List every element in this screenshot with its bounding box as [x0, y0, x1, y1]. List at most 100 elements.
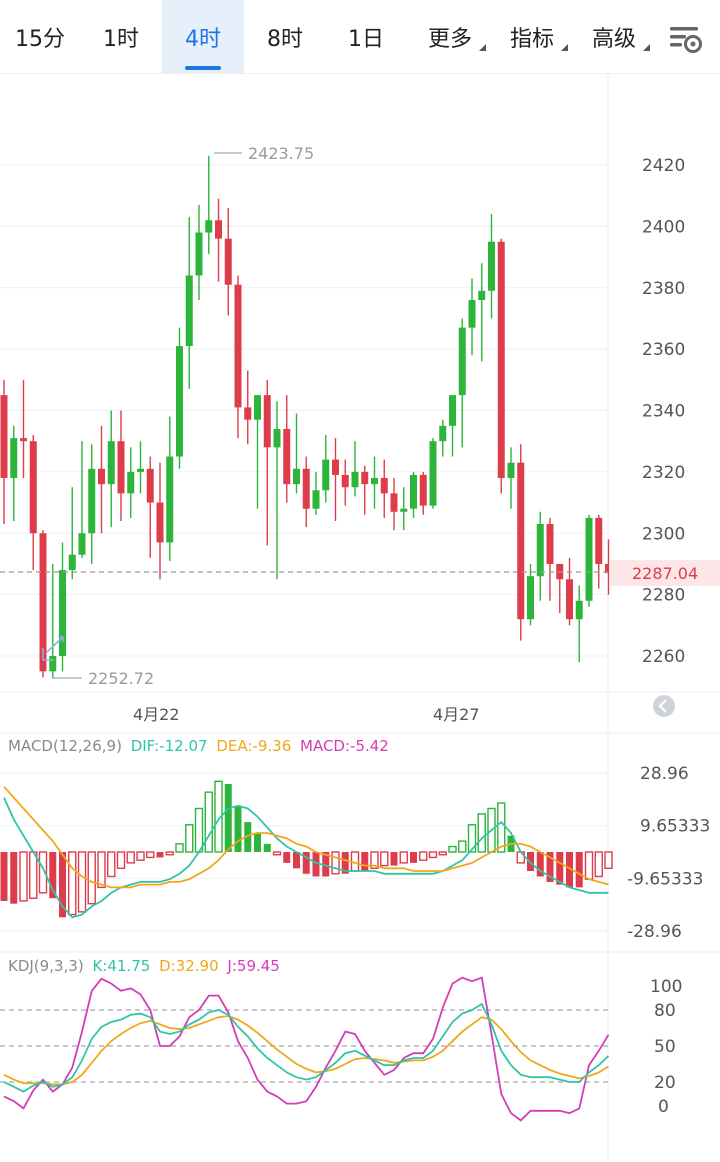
macd-bar — [77, 851, 87, 913]
candle-up — [439, 425, 447, 442]
timeframe-tab-bar: 15分 1时 4时 8时 1日 更多 指标 高级 — [0, 0, 720, 74]
price-axis-label: 2280 — [642, 586, 685, 606]
macd-bar — [87, 851, 96, 905]
k-collapse-icon[interactable] — [653, 695, 675, 717]
candle-up — [400, 508, 408, 512]
candle-down — [341, 474, 349, 488]
macd-bar — [575, 852, 583, 888]
macd-bar — [594, 851, 603, 878]
macd-bar — [165, 851, 174, 856]
tab-15min[interactable]: 15分 — [0, 0, 80, 73]
macd-bar — [390, 852, 398, 866]
candle-down — [215, 220, 222, 239]
macd-bar — [59, 852, 66, 918]
candle-up — [478, 290, 486, 301]
macd-bar — [458, 840, 467, 853]
candle-up — [195, 232, 203, 276]
candle-up — [166, 456, 174, 543]
candle-up — [429, 441, 437, 506]
candle-up — [205, 220, 213, 233]
macd-axis-label: 9.65333 — [640, 817, 710, 837]
macd-bar — [331, 851, 340, 875]
macd-bar — [448, 845, 457, 853]
price-axis: 2420 2400 2380 2360 2340 2320 2300 2280 2260 — [642, 156, 685, 667]
macd-bar — [527, 852, 534, 872]
candle-down — [390, 493, 398, 512]
tab-1d[interactable]: 1日 — [326, 0, 406, 73]
candle-down — [605, 563, 612, 574]
price-axis-label: 2260 — [642, 647, 685, 667]
candle-down — [419, 474, 427, 506]
date-label-apr22: 4月22 — [133, 705, 180, 724]
kdj-axis-label: 100 — [650, 977, 682, 997]
tab-4h[interactable]: 4时 — [162, 0, 244, 73]
tab-15min-label: 15分 — [15, 27, 65, 52]
macd-bar — [536, 852, 544, 877]
candle-up — [371, 478, 378, 485]
tab-advanced-label: 高级 — [591, 27, 636, 52]
candle-up — [575, 600, 583, 620]
macd-bar — [234, 805, 242, 852]
macd-bar — [546, 852, 554, 882]
candle-up — [273, 428, 281, 448]
tab-indicators[interactable]: 指标 — [494, 0, 570, 73]
candle-up — [449, 395, 456, 426]
candle-up — [507, 462, 515, 479]
low-point-arrows-icon — [42, 635, 64, 661]
tab-more[interactable]: 更多 — [412, 0, 488, 73]
candle-up — [49, 656, 57, 672]
dropdown-triangle-icon — [479, 44, 486, 51]
tab-1h[interactable]: 1时 — [82, 0, 160, 73]
candle-up — [107, 441, 115, 485]
macd-bar — [341, 852, 349, 874]
candle-down — [29, 441, 37, 534]
tab-1h-label: 1时 — [103, 27, 139, 52]
macd-bar — [254, 832, 261, 852]
candle-down — [380, 478, 388, 494]
macd-bar — [10, 852, 18, 904]
macd-axis: 28.96 9.65333 -9.65333 -28.96 — [627, 764, 710, 942]
macd-dif-value: DIF:-12.07 — [131, 737, 208, 755]
macd-bar — [38, 851, 48, 894]
tab-8h[interactable]: 8时 — [246, 0, 324, 73]
tab-advanced[interactable]: 高级 — [576, 0, 652, 73]
candle-down — [566, 579, 573, 620]
active-tab-indicator — [185, 66, 221, 70]
price-axis-label: 2400 — [642, 217, 685, 237]
candle-up — [254, 395, 261, 420]
candle-up — [127, 471, 135, 494]
candle-down — [244, 407, 252, 420]
high-price-label: 2423.75 — [248, 144, 314, 163]
kdj-j-value: J:59.45 — [226, 957, 279, 975]
macd-dif-line — [3, 797, 609, 919]
kdj-d-line — [3, 1015, 609, 1086]
candle-up — [458, 327, 466, 396]
macd-bar — [107, 851, 116, 878]
kdj-k-value: K:41.75 — [92, 957, 150, 975]
candle-up — [137, 468, 144, 472]
candle-up — [468, 300, 476, 328]
tab-4h-label: 4时 — [185, 27, 221, 52]
macd-bar — [126, 851, 135, 864]
macd-axis-label: -28.96 — [627, 922, 682, 942]
macd-dea-line — [3, 786, 609, 889]
macd-bar — [410, 852, 417, 863]
kdj-legend: KDJ(9,3,3) K:41.75 D:32.90 J:59.45 — [8, 957, 280, 975]
macd-bar — [566, 852, 573, 888]
macd-bar — [146, 851, 155, 859]
price-axis-label: 2300 — [642, 524, 685, 544]
macd-bar — [428, 851, 438, 859]
macd-bar — [477, 813, 486, 853]
chart-settings-icon[interactable] — [668, 22, 704, 58]
macd-bar — [49, 852, 57, 899]
low-price-label: 2252.72 — [88, 669, 154, 688]
macd-bar — [438, 851, 447, 856]
kdj-axis: 100 80 50 20 0 — [650, 977, 682, 1117]
candle-up — [176, 346, 183, 457]
macd-bar — [68, 851, 77, 916]
macd-bar — [322, 852, 330, 877]
candle-down — [20, 438, 27, 442]
price-axis-label: 2320 — [642, 463, 685, 483]
macd-bar — [185, 824, 194, 853]
